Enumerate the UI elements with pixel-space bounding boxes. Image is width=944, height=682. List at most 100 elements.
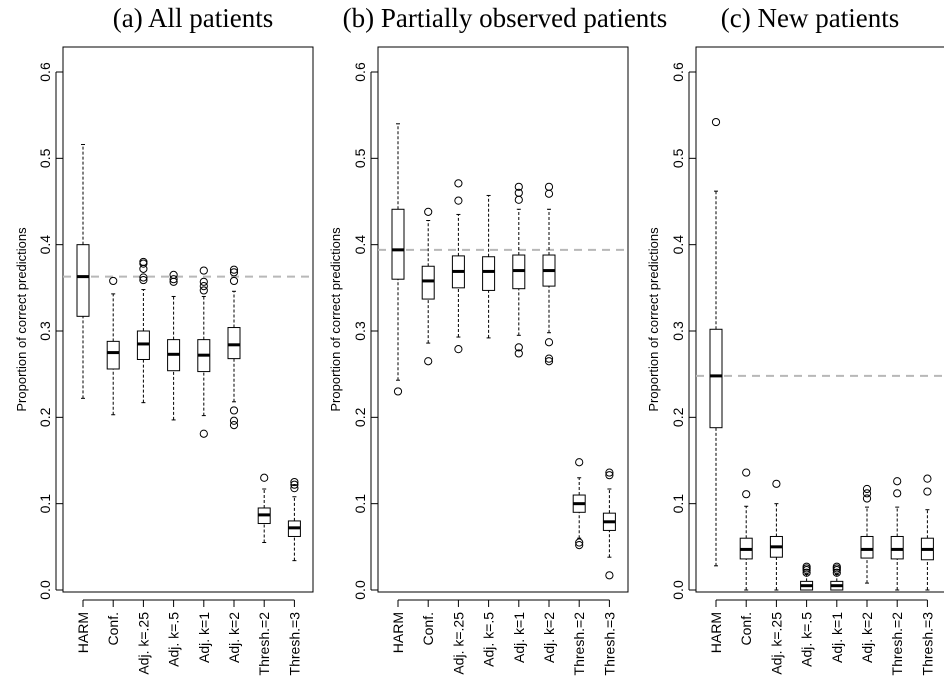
box-body — [227, 327, 241, 360]
outlier-point — [742, 468, 751, 477]
outlier-point — [514, 182, 523, 191]
outlier-point — [424, 207, 433, 216]
box-body — [76, 244, 90, 317]
outlier-point — [544, 354, 554, 363]
outlier-point — [514, 188, 523, 197]
outlier-point — [229, 268, 239, 277]
box-body — [860, 535, 874, 559]
outlier-point — [199, 277, 208, 286]
outlier-point — [290, 484, 299, 493]
x-tick-label: Conf. — [105, 612, 121, 645]
outlier-point — [139, 257, 148, 267]
y-tick-label: 0.1 — [37, 494, 53, 514]
box-6 — [860, 484, 874, 584]
box-8 — [920, 474, 934, 591]
box-1 — [391, 123, 405, 396]
x-tick-label: Conf. — [420, 612, 436, 645]
outlier-point — [290, 477, 299, 487]
y-axis-label: Proportion of correct predictions — [14, 227, 29, 412]
box-7 — [572, 458, 586, 550]
box-7 — [257, 473, 271, 544]
x-tick-label: Thresh.=2 — [571, 612, 587, 676]
outlier-point — [454, 179, 463, 188]
box-1 — [709, 117, 723, 567]
y-tick-label: 0.5 — [670, 148, 686, 168]
box-body — [482, 256, 496, 291]
box-3 — [451, 179, 465, 354]
outlier-point — [893, 489, 902, 498]
outlier-point — [711, 117, 721, 127]
box-8 — [602, 468, 616, 580]
box-6 — [227, 265, 241, 430]
outlier-point — [454, 345, 463, 354]
box-4 — [800, 562, 814, 591]
box-7 — [890, 477, 904, 591]
panel-2: (b) Partially observed patients 0.0 0.1 0.2… — [328, 3, 667, 675]
plot-frame — [377, 46, 629, 593]
box-1 — [76, 144, 90, 399]
box-2 — [106, 276, 120, 416]
y-tick-label: 0.2 — [37, 407, 53, 427]
x-tick-label: Thresh.=3 — [286, 612, 302, 676]
box-3 — [136, 257, 150, 404]
outlier-point — [544, 338, 554, 347]
outlier-point — [514, 349, 523, 358]
x-tick-label: HARM — [390, 612, 406, 653]
outlier-point — [605, 471, 614, 480]
outlier-point — [923, 474, 932, 483]
outlier-point — [229, 416, 239, 425]
outlier-point — [514, 195, 523, 204]
outlier-point — [544, 182, 554, 191]
y-tick-label: 0.2 — [670, 407, 686, 427]
outlier-point — [139, 275, 148, 285]
outlier-point — [139, 259, 148, 268]
outlier-point — [802, 564, 811, 573]
box-5 — [830, 562, 844, 591]
x-tick-label: Adj. k=.25 — [768, 612, 784, 675]
y-tick-label: 0.4 — [352, 235, 368, 255]
outlier-point — [605, 468, 614, 477]
outlier-point — [229, 406, 239, 415]
x-tick-label: HARM — [708, 612, 724, 653]
y-tick-label: 0.4 — [37, 235, 53, 255]
outlier-point — [454, 196, 463, 205]
outlier-point — [199, 266, 208, 275]
y-tick-label: 0.0 — [352, 580, 368, 600]
outlier-point — [575, 538, 584, 547]
y-tick-label: 0.5 — [37, 148, 53, 168]
x-tick-label: Thresh.=2 — [256, 612, 272, 676]
x-tick-label: Adj. k=2 — [226, 612, 242, 663]
outlier-point — [862, 494, 872, 503]
outlier-point — [832, 562, 841, 571]
outlier-point — [169, 270, 178, 279]
panel-1: (a) All patients 0.0 0.1 0.2 0.3 0.4 0.5 0.6 Pro… — [14, 3, 314, 676]
box-body — [709, 328, 723, 429]
outlier-point — [742, 490, 751, 499]
x-tick-label: Adj. k=.5 — [799, 612, 815, 667]
outlier-point — [393, 387, 403, 396]
outlier-point — [832, 568, 841, 577]
outlier-point — [544, 357, 554, 366]
outlier-point — [260, 473, 269, 482]
y-tick-label: 0.1 — [352, 494, 368, 514]
y-axis-label: Proportion of correct predictions — [328, 227, 343, 412]
box-5 — [512, 182, 526, 358]
box-body — [106, 340, 120, 370]
outlier-point — [544, 189, 554, 198]
y-tick-label: 0.3 — [670, 321, 686, 341]
x-tick-label: Adj. k=1 — [829, 612, 845, 663]
x-tick-label: Thresh.=3 — [919, 612, 935, 676]
box-4 — [482, 194, 496, 339]
outlier-point — [514, 343, 523, 352]
x-tick-label: HARM — [75, 612, 91, 653]
x-tick-label: Adj. k=.5 — [481, 612, 497, 667]
outlier-point — [229, 265, 239, 274]
outlier-point — [605, 571, 614, 580]
x-tick-label: Thresh.=2 — [889, 612, 905, 676]
box-8 — [287, 477, 301, 562]
x-tick-label: Adj. k=.25 — [135, 612, 151, 675]
y-tick-label: 0.0 — [37, 580, 53, 600]
plot-frame — [62, 46, 314, 593]
y-tick-label: 0.4 — [670, 235, 686, 255]
y-tick-label: 0.3 — [352, 321, 368, 341]
